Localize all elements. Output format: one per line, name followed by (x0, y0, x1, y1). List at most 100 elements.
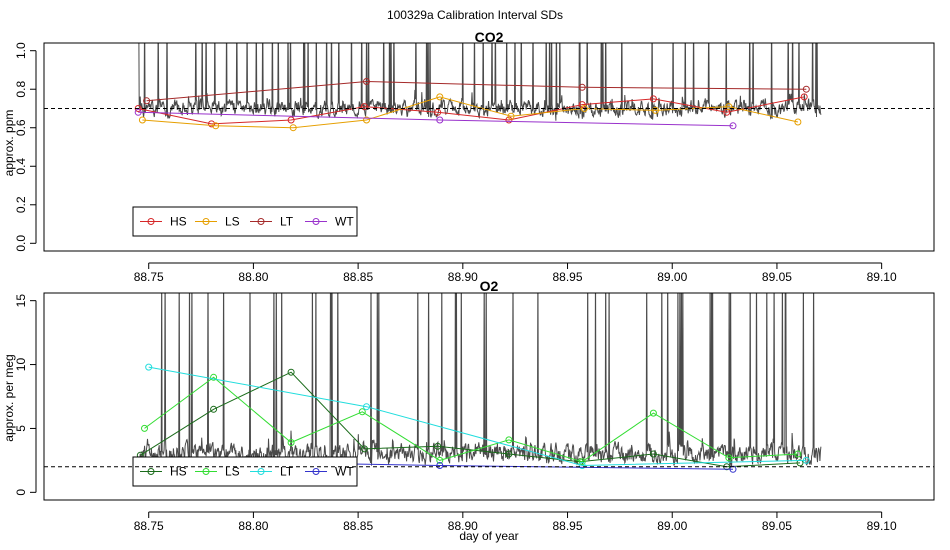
co2-y-axis: 0.0 0.2 0.4 0.6 0.8 1.0 (14, 42, 37, 252)
co2-series-hs (134, 93, 808, 128)
co2-series-wt-point (729, 122, 737, 130)
o2-raw-trace (137, 293, 822, 469)
x-axis-label: day of year (459, 529, 518, 543)
co2-y-tick-label: 0.8 (14, 81, 28, 98)
co2-legend-item-hs: HS (140, 215, 187, 229)
co2-raw-trace (138, 43, 822, 121)
o2-x-tick-label: 88.90 (448, 519, 478, 533)
co2-x-tick-label: 88.95 (553, 270, 583, 284)
co2-legend-item-wt: WT (305, 215, 354, 229)
o2-legend-label: LT (280, 465, 294, 479)
co2-x-tick-label: 88.80 (238, 270, 268, 284)
o2-x-axis: 88.75 88.80 88.85 88.90 88.95 89.00 89.05 89.10 (134, 511, 897, 533)
o2-series-hs-point (434, 442, 442, 450)
o2-series-hs-point (796, 459, 804, 467)
o2-series-hs-point (287, 368, 295, 376)
o2-series-lt (145, 363, 810, 469)
co2-series-lt-point (363, 78, 370, 85)
co2-series-hs-point (434, 108, 442, 116)
o2-series-ls-point (794, 450, 802, 458)
co2-series-hs-point (800, 93, 808, 101)
co2-panel-title: CO2 (475, 29, 504, 45)
o2-series-ls-point (649, 409, 657, 417)
o2-panel-title: O2 (480, 278, 499, 294)
co2-series-lt-point (143, 97, 151, 105)
o2-legend-item-lt: LT (250, 465, 294, 479)
co2-series-group (134, 78, 810, 132)
co2-legend-item-lt: LT (250, 215, 294, 229)
o2-x-tick-label: 89.10 (867, 519, 897, 533)
co2-series-ls-point (436, 93, 444, 101)
o2-x-tick-label: 88.75 (134, 519, 164, 533)
co2-series-wt (134, 108, 737, 130)
o2-series-group (134, 363, 810, 473)
o2-y-tick-label: 10 (14, 358, 28, 372)
o2-series-ls-point (725, 454, 733, 462)
o2-x-tick-label: 88.80 (238, 519, 268, 533)
o2-series-hs-point (505, 450, 513, 458)
co2-series-lt-point (802, 85, 810, 93)
o2-series-ls-line (144, 376, 798, 463)
co2-y-tick-label: 0.0 (14, 235, 28, 252)
o2-series-ls-point (141, 424, 148, 432)
o2-ylabel: approx. per meg (2, 354, 16, 441)
o2-y-tick-label: 5 (14, 425, 28, 432)
o2-series-lt-point (363, 403, 370, 411)
co2-series-lt (143, 78, 810, 105)
o2-series-ls (141, 373, 802, 466)
o2-legend-item-ls: LS (195, 465, 240, 479)
o2-x-tick-label: 89.05 (762, 519, 792, 533)
co2-panel: CO2 approx. ppm 0.0 0.2 0.4 0.6 0.8 1.0 88.75… (2, 29, 935, 284)
o2-series-ls-point (210, 373, 218, 381)
co2-series-wt-point (436, 116, 444, 124)
co2-legend-label: LT (280, 215, 294, 229)
co2-x-tick-label: 89.00 (657, 270, 687, 284)
o2-series-hs-point (210, 405, 218, 413)
o2-y-tick-label: 15 (14, 294, 28, 308)
co2-series-hs-point (649, 95, 657, 103)
o2-series-lt-point (145, 363, 153, 371)
o2-x-tick-label: 88.95 (553, 519, 583, 533)
o2-x-tick-label: 89.00 (657, 519, 687, 533)
co2-legend: HS LS LT WT (132, 206, 358, 237)
co2-x-axis: 88.75 88.80 88.85 88.90 88.95 89.00 89.05 89.10 (134, 262, 897, 284)
co2-series-hs-point (208, 120, 215, 128)
co2-series-lt-line (146, 80, 807, 102)
co2-legend-label: WT (335, 215, 354, 229)
co2-series-ls-point (652, 106, 659, 114)
co2-y-tick-label: 0.2 (14, 196, 28, 213)
o2-plot-frame (43, 292, 935, 501)
o2-series-ls-point (505, 436, 513, 444)
o2-y-tick-label: 0 (14, 489, 28, 496)
co2-series-ls-point (138, 116, 146, 124)
co2-ylabel: approx. ppm (2, 110, 16, 177)
co2-series-ls-line (142, 96, 799, 129)
co2-series-ls-point (794, 118, 802, 126)
co2-legend-label: LS (225, 215, 240, 229)
co2-series-ls-point (363, 116, 370, 124)
co2-series-ls-point (289, 124, 297, 132)
co2-y-tick-label: 0.4 (14, 158, 28, 175)
o2-series-hs-point (649, 450, 657, 458)
co2-series-ls-point (507, 112, 515, 120)
o2-legend-label: HS (170, 465, 187, 479)
co2-legend-label: HS (170, 215, 187, 229)
co2-series-ls-point (212, 122, 220, 130)
co2-x-tick-label: 88.90 (448, 270, 478, 284)
co2-series-lt-point (578, 83, 586, 91)
co2-x-tick-label: 89.05 (762, 270, 792, 284)
co2-x-tick-label: 88.75 (134, 270, 164, 284)
o2-legend-label: WT (335, 465, 354, 479)
co2-plot-frame (43, 42, 935, 252)
co2-series-hs-point (287, 116, 295, 124)
co2-series-wt-point (134, 108, 142, 116)
o2-raw-trace-line (137, 293, 822, 469)
o2-series-lt-point (578, 462, 586, 469)
o2-series-ls-point (578, 458, 586, 466)
co2-x-tick-label: 89.10 (867, 270, 897, 284)
co2-series-ls-point (580, 105, 588, 112)
co2-series-hs-point (360, 103, 368, 111)
co2-series-wt-line (138, 111, 734, 127)
o2-panel: O2 approx. per meg 0 5 10 15 88.75 88.80 88.8… (2, 278, 935, 533)
